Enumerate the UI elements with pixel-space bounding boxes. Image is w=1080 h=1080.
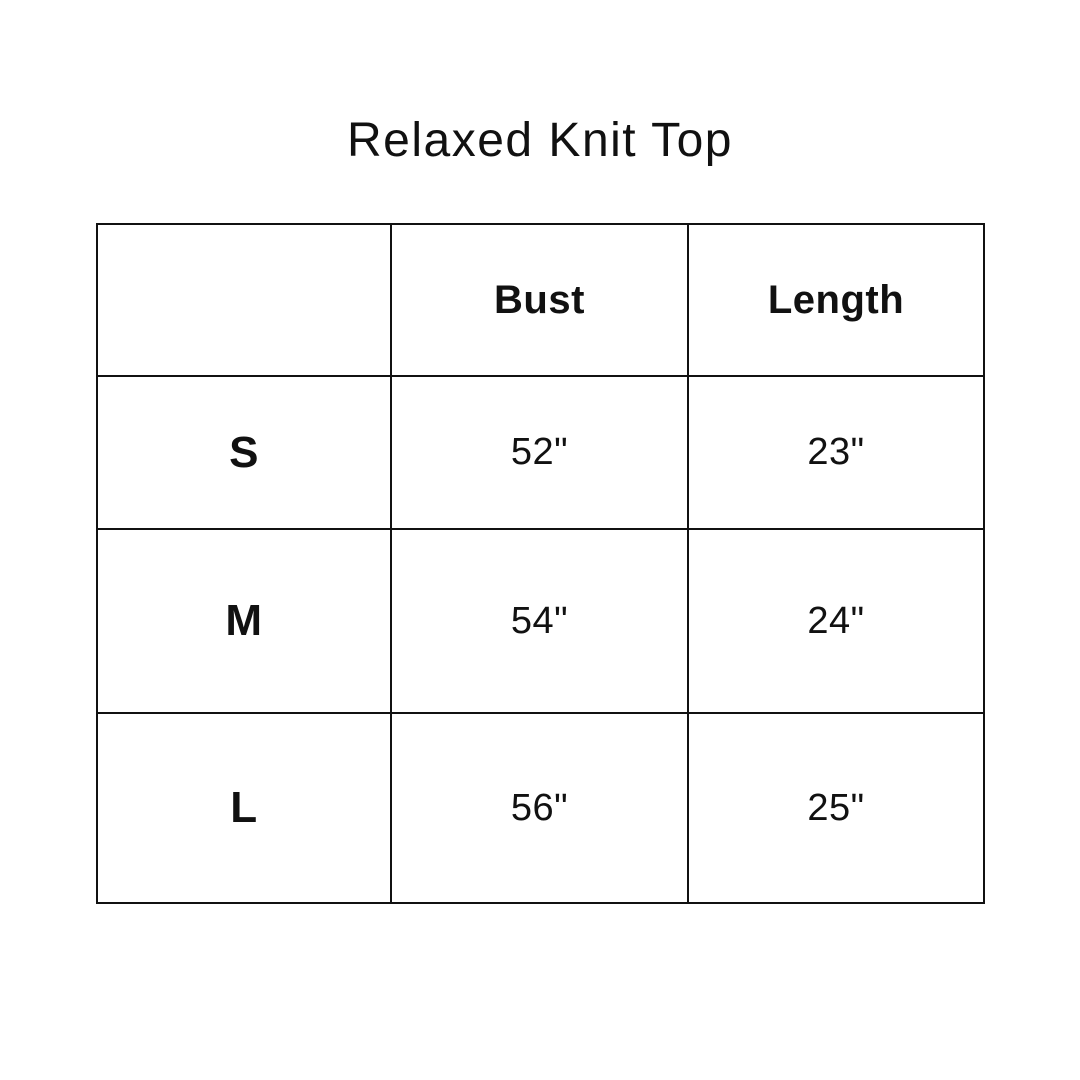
column-header-bust: Bust: [390, 223, 689, 377]
bust-value-s: 52": [390, 375, 689, 530]
size-label-l: L: [96, 712, 392, 904]
bust-value-m: 54": [390, 528, 689, 714]
column-header-length: Length: [687, 223, 985, 377]
column-header-size: [96, 223, 392, 377]
size-label-s: S: [96, 375, 392, 530]
bust-value-l: 56": [390, 712, 689, 904]
header-row: Bust Length: [96, 223, 985, 377]
size-label-m: M: [96, 528, 392, 714]
table-row-s: S 52" 23": [96, 375, 985, 530]
length-value-m: 24": [687, 528, 985, 714]
table-row-l: L 56" 25": [96, 712, 985, 904]
table-row-m: M 54" 24": [96, 528, 985, 714]
size-chart-table: Bust Length S 52" 23" M 54" 24" L 56" 25…: [96, 223, 985, 904]
length-value-l: 25": [687, 712, 985, 904]
length-value-s: 23": [687, 375, 985, 530]
page-title: Relaxed Knit Top: [346, 114, 733, 167]
